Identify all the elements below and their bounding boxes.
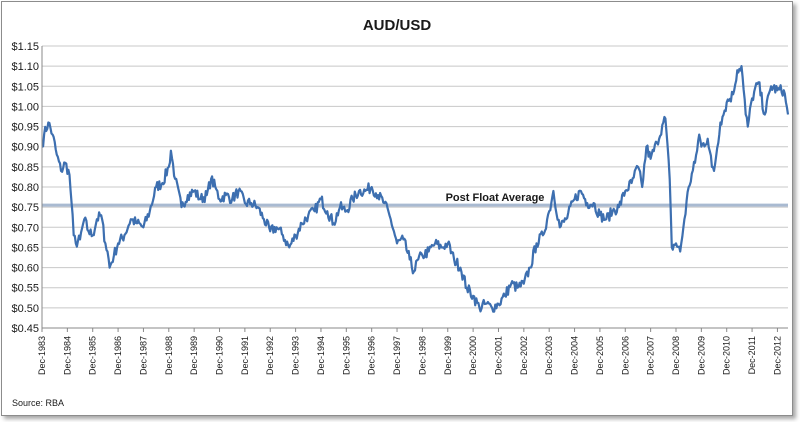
x-tick-label: Dec-2012 xyxy=(772,336,782,375)
gridlines xyxy=(42,45,788,329)
series-line-aud-usd xyxy=(41,65,790,313)
x-tick-label: Dec-1993 xyxy=(291,336,301,375)
x-tick-label: Dec-1986 xyxy=(113,336,123,375)
y-tick-label: $1.00 xyxy=(11,101,39,113)
x-tick-label: Dec-1984 xyxy=(62,336,72,375)
x-tick-label: Dec-2009 xyxy=(696,336,706,375)
source-note: Source: RBA xyxy=(12,398,64,408)
y-tick-label: $0.45 xyxy=(11,323,39,335)
x-tick-label: Dec-1992 xyxy=(265,336,275,375)
y-tick-label: $0.75 xyxy=(11,202,39,214)
y-tick-label: $0.95 xyxy=(11,122,39,134)
x-tick-label: Dec-2008 xyxy=(671,336,681,375)
chart-title: AUD/USD xyxy=(363,17,432,34)
y-tick-label: $0.70 xyxy=(11,222,39,234)
y-axis-ticks: $0.45 $0.50 $0.55 $0.60 $0.65 $0.70 $0.75 $0.80… xyxy=(11,41,39,335)
y-tick-label: $0.80 xyxy=(11,182,39,194)
x-tick-label: Dec-1985 xyxy=(88,336,98,375)
y-tick-label: $0.55 xyxy=(11,283,39,295)
x-tick-label: Dec-1996 xyxy=(367,336,377,375)
x-tick-label: Dec-1989 xyxy=(189,336,199,375)
x-tick-label: Dec-1999 xyxy=(443,336,453,375)
x-tick-label: Dec-2001 xyxy=(493,336,503,375)
x-tick-label: Dec-1987 xyxy=(138,336,148,375)
x-tick-label: Dec-1997 xyxy=(392,336,402,375)
x-tick-label: Dec-2006 xyxy=(620,336,630,375)
x-tick-label: Dec-2002 xyxy=(519,336,529,375)
y-tick-label: $0.60 xyxy=(11,263,39,275)
x-tick-label: Dec-2005 xyxy=(595,336,605,375)
x-tick-label: Dec-2004 xyxy=(570,336,580,375)
x-tick-label: Dec-1990 xyxy=(215,336,225,375)
chart-frame: AUD/USD $0.45 $0.50 $0.55 $0.60 $0.65 $0.70 $0… xyxy=(1,1,793,416)
x-tick-label: Dec-1995 xyxy=(341,336,351,375)
aud-usd-line-chart: AUD/USD $0.45$0.50$0.55$0.60$0.65$0.70$0… xyxy=(11,17,790,408)
x-tick-label: Dec-1994 xyxy=(316,336,326,375)
x-tick-label: Dec-1983 xyxy=(37,336,47,375)
x-tick-label: Dec-2011 xyxy=(747,336,757,374)
y-tick-label: $0.85 xyxy=(11,162,39,174)
x-tick-label: Dec-2000 xyxy=(468,336,478,375)
x-axis-ticks: Dec-1983 Dec-1984 Dec-1985 Dec-1986 Dec-1987… xyxy=(37,328,782,375)
x-tick-label: Dec-1991 xyxy=(240,336,250,375)
y-tick-label: $1.05 xyxy=(11,81,39,93)
reference-line-label: Post Float Average xyxy=(446,192,545,204)
y-tick-label: $1.15 xyxy=(11,41,39,53)
y-tick-label: $1.10 xyxy=(11,61,39,73)
x-tick-label: Dec-2003 xyxy=(544,336,554,375)
y-tick-label: $0.65 xyxy=(11,242,39,254)
y-tick-label: $0.50 xyxy=(11,303,39,315)
x-tick-label: Dec-2007 xyxy=(646,336,656,375)
x-tick-label: Dec-1988 xyxy=(164,336,174,375)
x-tick-label: Dec-1998 xyxy=(417,336,427,375)
x-tick-label: Dec-2010 xyxy=(722,336,732,375)
y-tick-label: $0.90 xyxy=(11,142,39,154)
